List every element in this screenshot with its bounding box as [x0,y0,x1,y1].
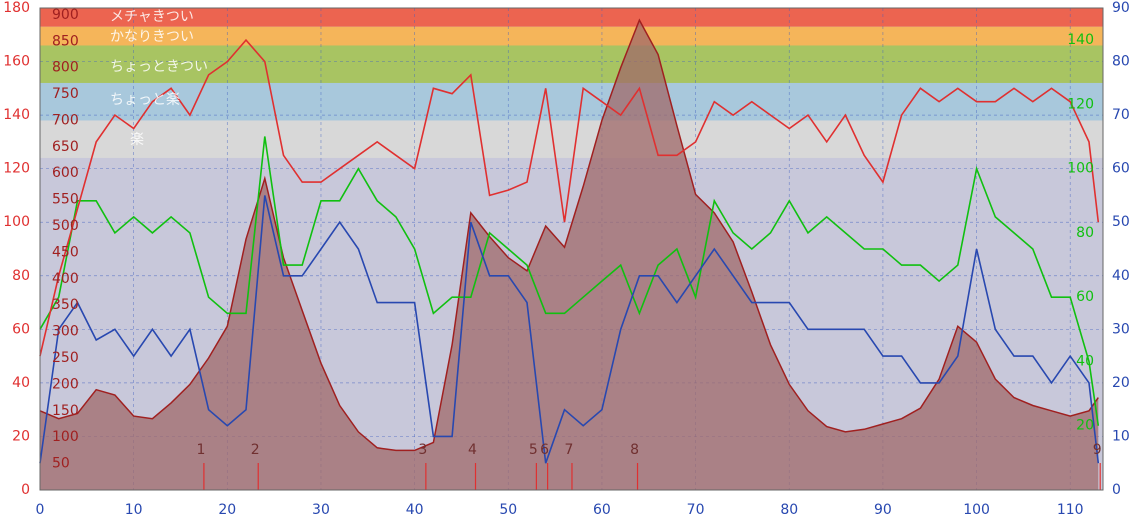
x-tick-label: 40 [406,502,424,518]
elevation-tick-label: 750 [52,86,79,102]
lap-label: 7 [565,442,574,458]
y-tick-label: 100 [3,214,30,230]
x-tick-label: 100 [963,502,990,518]
x-tick-label: 50 [499,502,517,518]
y2-tick-label: 80 [1112,54,1130,70]
elevation-tick-label: 450 [52,244,79,260]
elevation-tick-label: 250 [52,350,79,366]
y3-tick-label: 60 [1076,289,1094,305]
y3-tick-label: 140 [1067,32,1094,48]
elevation-tick-label: 500 [52,218,79,234]
zone-label: メチャきつい [110,9,194,25]
y-tick-label: 40 [12,375,30,391]
zone-band [40,26,1103,46]
x-tick-label: 20 [218,502,236,518]
y3-tick-label: 80 [1076,225,1094,241]
y2-tick-label: 20 [1112,375,1130,391]
elevation-tick-label: 900 [52,7,79,23]
elevation-tick-label: 200 [52,376,79,392]
elevation-tick-label: 50 [52,456,70,472]
x-tick-label: 10 [125,502,143,518]
series-line [39,38,1100,357]
y-tick-label: 160 [3,54,30,70]
y2-tick-label: 40 [1112,268,1130,284]
x-tick-label: 110 [1057,502,1084,518]
y2-tick-label: 70 [1112,107,1130,123]
lap-label: 6 [540,442,549,458]
y2-tick-label: 50 [1112,214,1130,230]
zone-label: ちょっときつい [110,59,208,75]
plot-frame [39,7,1104,491]
y-tick-label: 60 [12,321,30,337]
lap-label: 8 [630,442,639,458]
y3-tick-label: 40 [1076,353,1094,369]
zone-label: 楽 [130,132,144,148]
x-tick-label: 60 [593,502,611,518]
zone-band [40,45,1103,83]
y2-tick-label: 10 [1112,428,1130,444]
lap-label: 5 [529,442,538,458]
y-tick-label: 180 [3,0,30,16]
zone-band [40,120,1103,158]
y2-tick-label: 60 [1112,161,1130,177]
y-tick-label: 140 [3,107,30,123]
zone-band [40,8,1103,27]
elevation-tick-label: 350 [52,297,79,313]
elevation-tick-label: 700 [52,112,79,128]
lap-label: 1 [196,442,205,458]
series-line [39,195,1100,464]
y2-tick-label: 90 [1112,0,1130,16]
elevation-line [39,18,1099,452]
zone-label: かなりきつい [110,29,194,45]
y-tick-label: 120 [3,161,30,177]
elevation-tick-label: 150 [52,403,79,419]
elevation-tick-label: 600 [52,165,79,181]
y3-tick-label: 100 [1067,161,1094,177]
elevation-tick-label: 800 [52,60,79,76]
elevation-tick-label: 400 [52,271,79,287]
x-tick-label: 90 [874,502,892,518]
elevation-tick-label: 550 [52,192,79,208]
elevation-tick-label: 100 [52,429,79,445]
y2-tick-label: 0 [1112,482,1121,498]
y-tick-label: 80 [12,268,30,284]
zone-band [40,82,1103,121]
y2-tick-label: 30 [1112,321,1130,337]
y3-tick-label: 20 [1076,418,1094,434]
elevation-area [40,20,1099,490]
x-tick-label: 0 [36,502,45,518]
series-line [39,136,1100,426]
elevation-tick-label: 650 [52,139,79,155]
lap-label: 3 [418,442,427,458]
zone-label: ちょっと楽 [110,92,180,108]
elevation-tick-label: 850 [52,33,79,49]
x-tick-label: 80 [780,502,798,518]
lap-label: 4 [468,442,477,458]
y-tick-label: 0 [21,482,30,498]
lap-label: 9 [1093,442,1102,458]
y-tick-label: 20 [12,428,30,444]
x-tick-label: 70 [687,502,705,518]
elevation-tick-label: 300 [52,324,79,340]
y3-tick-label: 120 [1067,96,1094,112]
lap-label: 2 [251,442,260,458]
x-tick-label: 30 [312,502,330,518]
